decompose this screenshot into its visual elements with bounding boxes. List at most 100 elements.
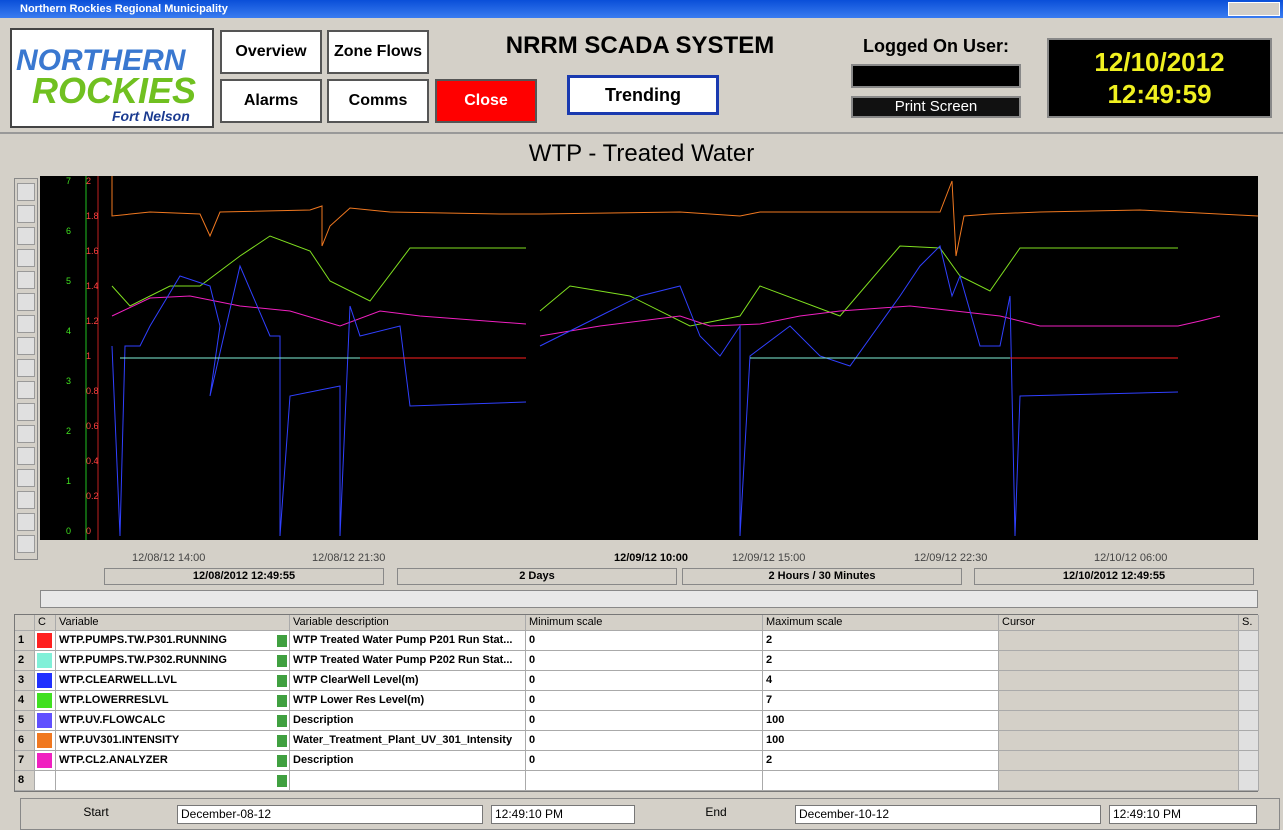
- variable[interactable]: WTP.CL2.ANALYZER: [56, 751, 290, 771]
- color-cell: [35, 651, 56, 671]
- end-time[interactable]: 12:49:10 PM: [1109, 805, 1257, 824]
- pick[interactable]: [277, 775, 287, 787]
- color-swatch: [37, 693, 52, 708]
- tool-button[interactable]: [17, 491, 35, 509]
- max-scale: 100: [763, 711, 999, 731]
- tool-button[interactable]: [17, 293, 35, 311]
- tool-button[interactable]: [17, 447, 35, 465]
- nav-button[interactable]: Zone Flows: [327, 30, 429, 74]
- min-scale: 0: [526, 711, 763, 731]
- red-axis-label: 0.8: [86, 386, 99, 396]
- variable[interactable]: WTP.CLEARWELL.LVL: [56, 671, 290, 691]
- status-field: 12/08/2012 12:49:55: [104, 568, 384, 585]
- scale-button[interactable]: [1239, 671, 1259, 691]
- trace-blue: [111, 264, 527, 537]
- color-cell: [35, 731, 56, 751]
- scale-button[interactable]: [1239, 771, 1259, 791]
- scale-button[interactable]: [1239, 691, 1259, 711]
- column-header: Maximum scale: [763, 615, 999, 631]
- pick[interactable]: [277, 655, 287, 667]
- variable[interactable]: WTP.UV.FLOWCALC: [56, 711, 290, 731]
- trace-green2: [539, 245, 1178, 327]
- tool-button[interactable]: [17, 205, 35, 223]
- end-date[interactable]: December-10-12: [795, 805, 1101, 824]
- nav-button[interactable]: Alarms: [220, 79, 322, 123]
- min-scale: 0: [526, 631, 763, 651]
- description: WTP Lower Res Level(m): [290, 691, 526, 711]
- green-axis-label: 1: [66, 476, 71, 486]
- tool-button[interactable]: [17, 381, 35, 399]
- variable[interactable]: WTP.LOWERRESLVL: [56, 691, 290, 711]
- variable[interactable]: WTP.PUMPS.TW.P302.RUNNING: [56, 651, 290, 671]
- scale-button[interactable]: [1239, 711, 1259, 731]
- variable[interactable]: WTP.PUMPS.TW.P301.RUNNING: [56, 631, 290, 651]
- pick[interactable]: [277, 675, 287, 687]
- tool-button[interactable]: [17, 315, 35, 333]
- start-time[interactable]: 12:49:10 PM: [491, 805, 635, 824]
- trace-green: [111, 235, 526, 307]
- cursor: [999, 631, 1239, 651]
- trending-button[interactable]: Trending: [567, 75, 719, 115]
- status-field: 12/10/2012 12:49:55: [974, 568, 1254, 585]
- tool-button[interactable]: [17, 403, 35, 421]
- tool-button[interactable]: [17, 249, 35, 267]
- pick[interactable]: [277, 695, 287, 707]
- red-axis-label: 2: [86, 176, 91, 186]
- min-scale: 0: [526, 671, 763, 691]
- row-number: 3: [15, 671, 35, 691]
- color-swatch: [37, 773, 52, 788]
- tool-button[interactable]: [17, 469, 35, 487]
- variable[interactable]: [56, 771, 290, 791]
- time-range: Start December-08-12 12:49:10 PM End Dec…: [20, 798, 1280, 830]
- scale-button[interactable]: [1239, 751, 1259, 771]
- tool-button[interactable]: [17, 513, 35, 531]
- min-scale: 0: [526, 651, 763, 671]
- pick[interactable]: [277, 735, 287, 747]
- color-cell: [35, 691, 56, 711]
- color-cell: [35, 631, 56, 651]
- tool-button[interactable]: [17, 359, 35, 377]
- pick[interactable]: [277, 635, 287, 647]
- window-controls[interactable]: [1228, 2, 1280, 16]
- time: 12:49:59: [1107, 79, 1212, 109]
- start-label: Start: [83, 805, 109, 819]
- row-number: 1: [15, 631, 35, 651]
- nav-button[interactable]: Overview: [220, 30, 322, 74]
- pick[interactable]: [277, 755, 287, 767]
- column-header: C: [35, 615, 56, 631]
- tool-button[interactable]: [17, 227, 35, 245]
- print-screen-button[interactable]: Print Screen: [851, 96, 1021, 118]
- time-axis: 12/08/12 14:00 12/08/12 21:30 12/09/12 10:…: [68, 540, 1258, 568]
- trace-orange: [111, 176, 1258, 257]
- min-scale: 0: [526, 751, 763, 771]
- column-header: Minimum scale: [526, 615, 763, 631]
- color-swatch: [37, 673, 52, 688]
- scale-button[interactable]: [1239, 731, 1259, 751]
- tool-button[interactable]: [17, 425, 35, 443]
- logo-line3: Fort Nelson: [112, 108, 190, 124]
- start-date[interactable]: December-08-12: [177, 805, 483, 824]
- color-cell: [35, 711, 56, 731]
- close-button[interactable]: Close: [435, 79, 537, 123]
- tool-button[interactable]: [17, 271, 35, 289]
- scrollbar[interactable]: [40, 590, 1258, 608]
- tool-button[interactable]: [17, 337, 35, 355]
- time-label: 12/09/12 15:00: [732, 552, 806, 564]
- color-cell: [35, 671, 56, 691]
- scale-button[interactable]: [1239, 631, 1259, 651]
- logo: NORTHERN ROCKIES Fort Nelson: [10, 28, 214, 128]
- column-header: Variable: [56, 615, 290, 631]
- variable[interactable]: WTP.UV301.INTENSITY: [56, 731, 290, 751]
- pick[interactable]: [277, 715, 287, 727]
- color-swatch: [37, 753, 52, 768]
- time-label: 12/09/12 22:30: [914, 552, 988, 564]
- tool-button[interactable]: [17, 183, 35, 201]
- cursor: [999, 751, 1239, 771]
- user-field: [851, 64, 1021, 88]
- nav-button[interactable]: Comms: [327, 79, 429, 123]
- description: Description: [290, 751, 526, 771]
- header-cell: [15, 615, 35, 631]
- trace-pink: [111, 295, 527, 327]
- scale-button[interactable]: [1239, 651, 1259, 671]
- tool-button[interactable]: [17, 535, 35, 553]
